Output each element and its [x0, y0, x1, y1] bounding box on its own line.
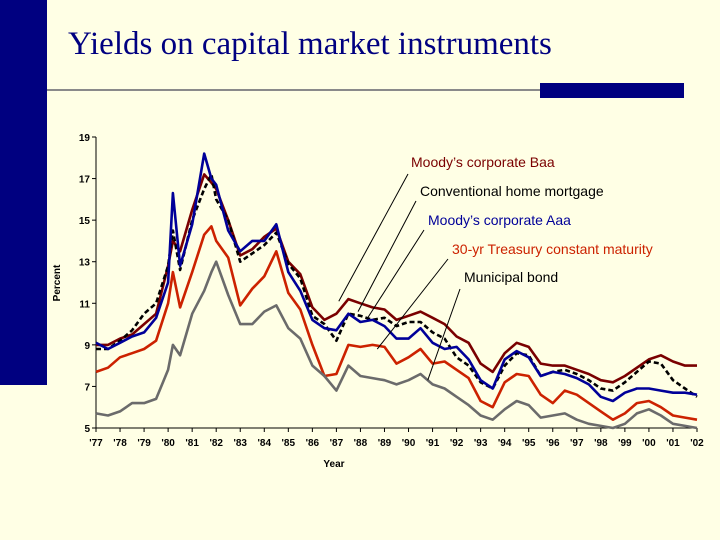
annotation-arrow-4 [376, 258, 449, 350]
annotation-arrow-3 [367, 229, 425, 319]
annotation-arrow-5 [427, 288, 461, 381]
series-line-1 [96, 173, 697, 384]
x-tick-label: '96 [546, 438, 560, 449]
left-accent-bar [0, 0, 47, 385]
x-tick-label: '92 [450, 438, 464, 449]
x-tick-label: '95 [522, 438, 536, 449]
x-tick-label: '97 [570, 438, 584, 449]
slide-title: Yields on capital market instruments [68, 26, 552, 62]
y-tick-label: 11 [79, 299, 90, 310]
x-tick-label: '93 [474, 438, 488, 449]
series-line-3 [95, 152, 698, 403]
annotation-arrow-1 [338, 173, 409, 302]
title-rule-line [47, 89, 540, 91]
y-tick-label: 17 [79, 175, 91, 186]
series-line-4 [95, 225, 698, 422]
x-tick-label: '00 [642, 438, 656, 449]
annotation-label-4: 30-yr Treasury constant maturity [452, 241, 653, 257]
x-tick-label: '79 [137, 438, 151, 449]
y-tick-label: 7 [84, 382, 90, 393]
annotation-label-5: Municipal bond [464, 269, 558, 285]
x-tick-label: '86 [306, 438, 320, 449]
x-tick-label: '98 [594, 438, 608, 449]
x-tick-label: '91 [426, 438, 440, 449]
x-tick-label: '94 [498, 438, 512, 449]
x-tick-label: '02 [690, 438, 704, 449]
x-tick-label: '82 [209, 438, 223, 449]
x-tick-label: '78 [113, 438, 127, 449]
y-tick-label: 9 [84, 341, 90, 352]
annotation-label-1: Moody’s corporate Baa [411, 154, 555, 170]
annotation-label-2: Conventional home mortgage [420, 183, 604, 199]
annotation-label-3: Moody’s corporate Aaa [428, 212, 571, 228]
y-tick-label: 5 [84, 424, 90, 435]
x-tick-label: '89 [378, 438, 392, 449]
x-tick-label: '77 [89, 438, 103, 449]
chart-axes: 5 7 9 11 13 15 17 19 '77 '78 '79 '80 '81 '82 '83 '84 '85… [79, 133, 704, 449]
x-tick-label: '85 [282, 438, 296, 449]
x-tick-label: '83 [233, 438, 247, 449]
x-tick-label: '81 [185, 438, 199, 449]
y-tick-label: 13 [79, 258, 91, 269]
chart-annotations: Moody’s corporate Baa Conventional home m… [338, 154, 653, 381]
y-tick-label: 15 [79, 216, 91, 227]
x-tick-label: '87 [330, 438, 344, 449]
title-rule-block [540, 83, 684, 98]
y-tick-label: 19 [79, 133, 91, 144]
x-tick-label: '88 [354, 438, 368, 449]
x-tick-label: '84 [258, 438, 272, 449]
chart-series [95, 152, 698, 430]
annotation-arrow-2 [357, 200, 417, 312]
series-line-5 [95, 260, 698, 430]
x-axis-label: Year [323, 459, 344, 470]
y-axis-label: Percent [52, 264, 63, 301]
x-tick-label: '90 [402, 438, 416, 449]
x-tick-label: '80 [161, 438, 175, 449]
x-tick-label: '01 [666, 438, 680, 449]
x-tick-label: '99 [618, 438, 632, 449]
